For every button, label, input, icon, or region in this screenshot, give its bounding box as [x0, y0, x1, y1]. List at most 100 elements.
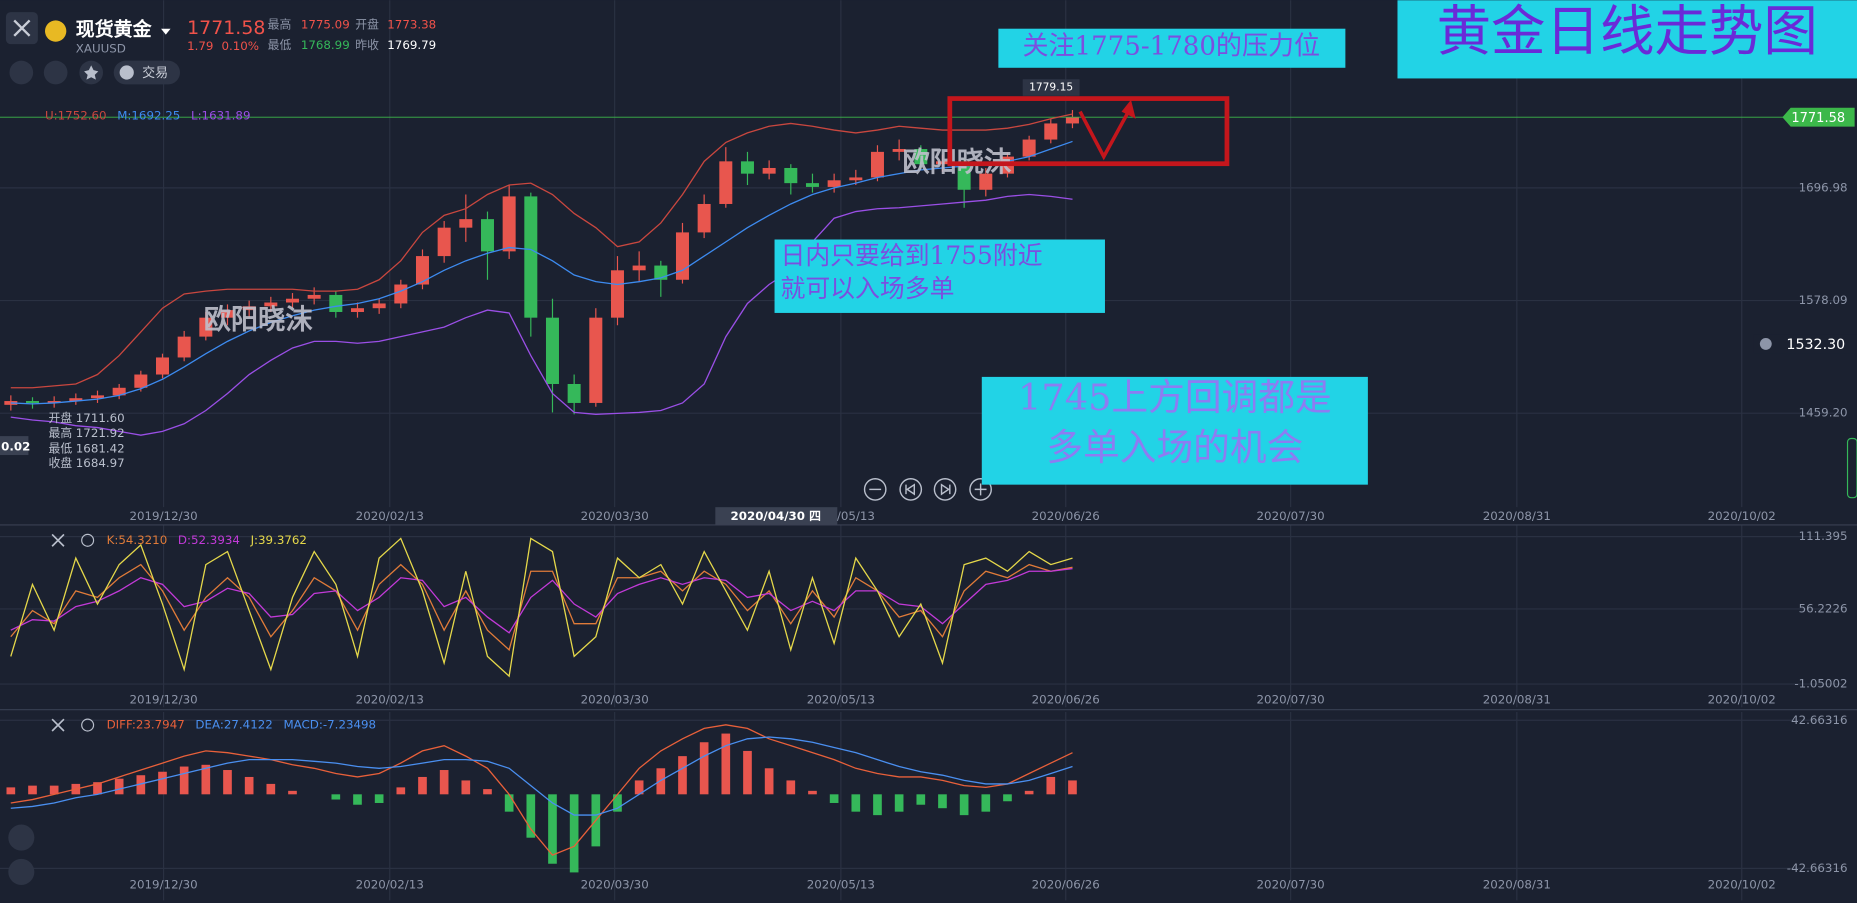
- close-icon: [51, 718, 65, 732]
- legend-entry: D:52.3934: [178, 533, 240, 547]
- cursor-date: 2020/04/30 四: [731, 509, 821, 523]
- zoom-out-button[interactable]: [863, 478, 887, 501]
- candle-body: [112, 387, 126, 396]
- macd-bar: [483, 789, 492, 795]
- candle-body: [134, 374, 148, 388]
- hover-info: 开盘 1711.60 最高 1721.92 最低 1681.42 收盘 1684.97: [49, 411, 125, 470]
- x-tick-label: 2020/07/30: [1257, 877, 1325, 891]
- zoom-in-button[interactable]: [969, 478, 992, 501]
- candle-body: [1065, 117, 1079, 124]
- y-tick-label: 111.395: [1799, 529, 1848, 543]
- entry-hint-box: [774, 239, 1105, 313]
- x-tick-label: 2020/08/31: [1483, 509, 1551, 523]
- candle-body: [697, 203, 711, 233]
- x-tick-label: 2020/10/02: [1708, 509, 1776, 523]
- legend-entry: DIFF:23.7947: [107, 718, 185, 732]
- candle-body: [957, 161, 971, 190]
- candle-body: [437, 227, 451, 257]
- projection-arrow: [1078, 106, 1133, 161]
- close-icon: [13, 19, 31, 37]
- candle-body: [285, 298, 299, 303]
- macd-bar: [569, 794, 579, 873]
- hover-value: 1684.97: [76, 456, 125, 470]
- x-tick-label: 2019/12/30: [129, 877, 197, 891]
- pen-button[interactable]: [8, 858, 35, 885]
- macd-bar: [916, 794, 926, 805]
- candle-body: [242, 306, 256, 311]
- candle-body: [220, 310, 234, 318]
- candle-body: [47, 401, 61, 403]
- candle-body: [177, 336, 191, 358]
- macd-bar: [699, 742, 709, 795]
- x-tick-label: 2020/02/13: [356, 693, 424, 707]
- arrow-head: [1121, 99, 1136, 119]
- macd-bar: [873, 794, 882, 816]
- indicator-button[interactable]: [8, 824, 35, 851]
- trade-icon: [119, 65, 134, 80]
- candle-body: [567, 383, 581, 403]
- symbol-dropdown[interactable]: [161, 28, 171, 35]
- macd-bar: [829, 794, 839, 803]
- candle-body: [719, 161, 733, 204]
- prev-icon: [905, 483, 915, 496]
- macd-bar: [396, 787, 406, 795]
- macd-bar: [981, 794, 991, 812]
- series-line: [10, 537, 1073, 678]
- macd-bar: [93, 782, 102, 795]
- candle-body: [827, 180, 841, 187]
- title-box: [1397, 0, 1857, 79]
- draw-tool-button[interactable]: [9, 60, 34, 85]
- macd-bar: [721, 733, 731, 795]
- candle-body: [545, 317, 559, 384]
- macd-bar: [6, 787, 16, 795]
- macd-bar: [28, 785, 37, 795]
- x-tick-label: 2019/12/30: [129, 693, 197, 707]
- series-line: [10, 736, 1073, 816]
- legend-entry: J:39.3762: [250, 533, 307, 547]
- candle-body: [632, 265, 646, 271]
- series-line: [10, 140, 1073, 405]
- macd-bar: [223, 770, 232, 795]
- macd-bar: [418, 776, 427, 795]
- y-tick-label: -1.05002: [1794, 677, 1847, 691]
- macd-bar: [851, 794, 861, 812]
- watermark: 欧阳晓沫: [204, 304, 314, 336]
- series-line: [10, 567, 1073, 634]
- low-label: 最低: [268, 38, 292, 52]
- macd-bar: [938, 794, 947, 809]
- x-tick-label: 2020/03/30: [581, 509, 649, 523]
- macd-bar: [288, 790, 297, 795]
- resistance-frame: [947, 96, 1230, 167]
- annotation-resistance: 关注1775-1780的压力位: [1022, 32, 1320, 62]
- x-tick-label: 2020/07/30: [1257, 693, 1325, 707]
- macd-bar: [158, 771, 167, 795]
- x-tick-label: 2020/06/26: [1032, 509, 1100, 523]
- macd-bar: [374, 794, 384, 803]
- last-price-label: 1771.58: [1791, 111, 1845, 126]
- x-tick-label: 2020/08/31: [1483, 877, 1551, 891]
- next-button[interactable]: [933, 478, 957, 501]
- y-tick-label: 1578.09: [1799, 293, 1848, 307]
- candle-body: [480, 219, 494, 252]
- symbol-name[interactable]: 现货黄金: [76, 17, 153, 40]
- x-tick-label: 2020/05/13: [807, 693, 875, 707]
- prev-button[interactable]: [899, 478, 923, 501]
- macd-bar: [244, 776, 254, 795]
- next-icon: [940, 483, 951, 496]
- candle-body: [935, 161, 949, 165]
- macd-bar: [526, 794, 536, 838]
- macd-bar: [136, 775, 146, 795]
- candle-body: [610, 270, 624, 318]
- macd-bar: [504, 794, 514, 812]
- legend-entry: L:1631.89: [191, 109, 251, 123]
- last-price-tag: [1782, 107, 1855, 127]
- x-tick-label: 2020/03/30: [581, 693, 649, 707]
- low-value: 1768.99: [301, 38, 350, 52]
- macd-bar: [959, 794, 969, 816]
- series-line: [10, 113, 1073, 389]
- alert-button[interactable]: [43, 60, 68, 85]
- legend-entry: U:1752.60: [45, 109, 107, 123]
- alert-tag: [1753, 334, 1857, 354]
